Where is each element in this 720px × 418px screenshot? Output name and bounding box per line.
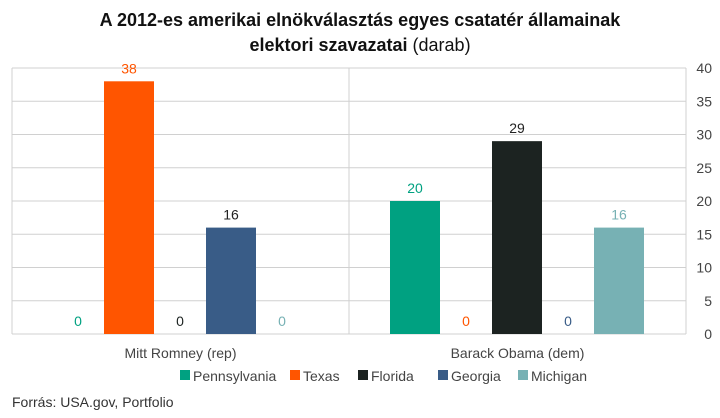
x-axis: Mitt Romney (rep) Barack Obama (dem): [124, 345, 584, 361]
bar-michigan-1: [594, 227, 644, 334]
data-label: 20: [407, 180, 423, 196]
y-tick-label: 40: [696, 60, 712, 76]
data-labels-group: 0 38 0 16 0 20 0 29 0 16: [74, 60, 627, 329]
y-tick-label: 10: [696, 260, 712, 276]
legend-label-michigan: Michigan: [531, 368, 587, 384]
legend-swatch-texas: [290, 370, 300, 380]
data-label: 16: [223, 207, 239, 223]
chart-title-line1: A 2012-es amerikai elnökválasztás egyes …: [100, 10, 622, 30]
y-tick-label: 25: [696, 160, 712, 176]
x-category-label: Barack Obama (dem): [451, 345, 585, 361]
y-tick-label: 30: [696, 127, 712, 143]
x-category-label: Mitt Romney (rep): [124, 345, 236, 361]
legend-swatch-florida: [358, 370, 368, 380]
chart-title-bold-part: elektori szavazatai: [249, 35, 407, 55]
source-note: Forrás: USA.gov, Portfolio: [12, 394, 174, 410]
legend-label-georgia: Georgia: [451, 368, 501, 384]
bar-texas-0: [104, 81, 154, 334]
y-tick-label: 5: [704, 293, 712, 309]
bars-group: [104, 81, 644, 334]
bar-florida-1: [492, 141, 542, 334]
legend-label-florida: Florida: [371, 368, 414, 384]
legend-label-pennsylvania: Pennsylvania: [193, 368, 276, 384]
legend-swatch-michigan: [518, 370, 528, 380]
bar-pennsylvania-1: [390, 201, 440, 334]
y-tick-label: 20: [696, 193, 712, 209]
data-label: 38: [121, 60, 137, 76]
y-tick-label: 0: [704, 326, 712, 342]
data-label: 0: [564, 313, 572, 329]
chart-title-line2: elektori szavazatai (darab): [249, 35, 470, 55]
y-tick-label: 35: [696, 93, 712, 109]
chart-title-unit: (darab): [408, 35, 471, 55]
y-tick-label: 15: [696, 226, 712, 242]
data-label: 0: [278, 313, 286, 329]
legend-label-texas: Texas: [303, 368, 340, 384]
data-label: 29: [509, 120, 525, 136]
data-label: 0: [74, 313, 82, 329]
data-label: 0: [176, 313, 184, 329]
legend-swatch-georgia: [438, 370, 448, 380]
data-label: 0: [462, 313, 470, 329]
bar-georgia-0: [206, 227, 256, 334]
y-axis: 0 5 10 15 20 25 30 35 40: [696, 60, 712, 342]
legend-swatch-pennsylvania: [180, 370, 190, 380]
data-label: 16: [611, 207, 627, 223]
legend: Pennsylvania Texas Florida Georgia Michigan: [180, 368, 587, 384]
